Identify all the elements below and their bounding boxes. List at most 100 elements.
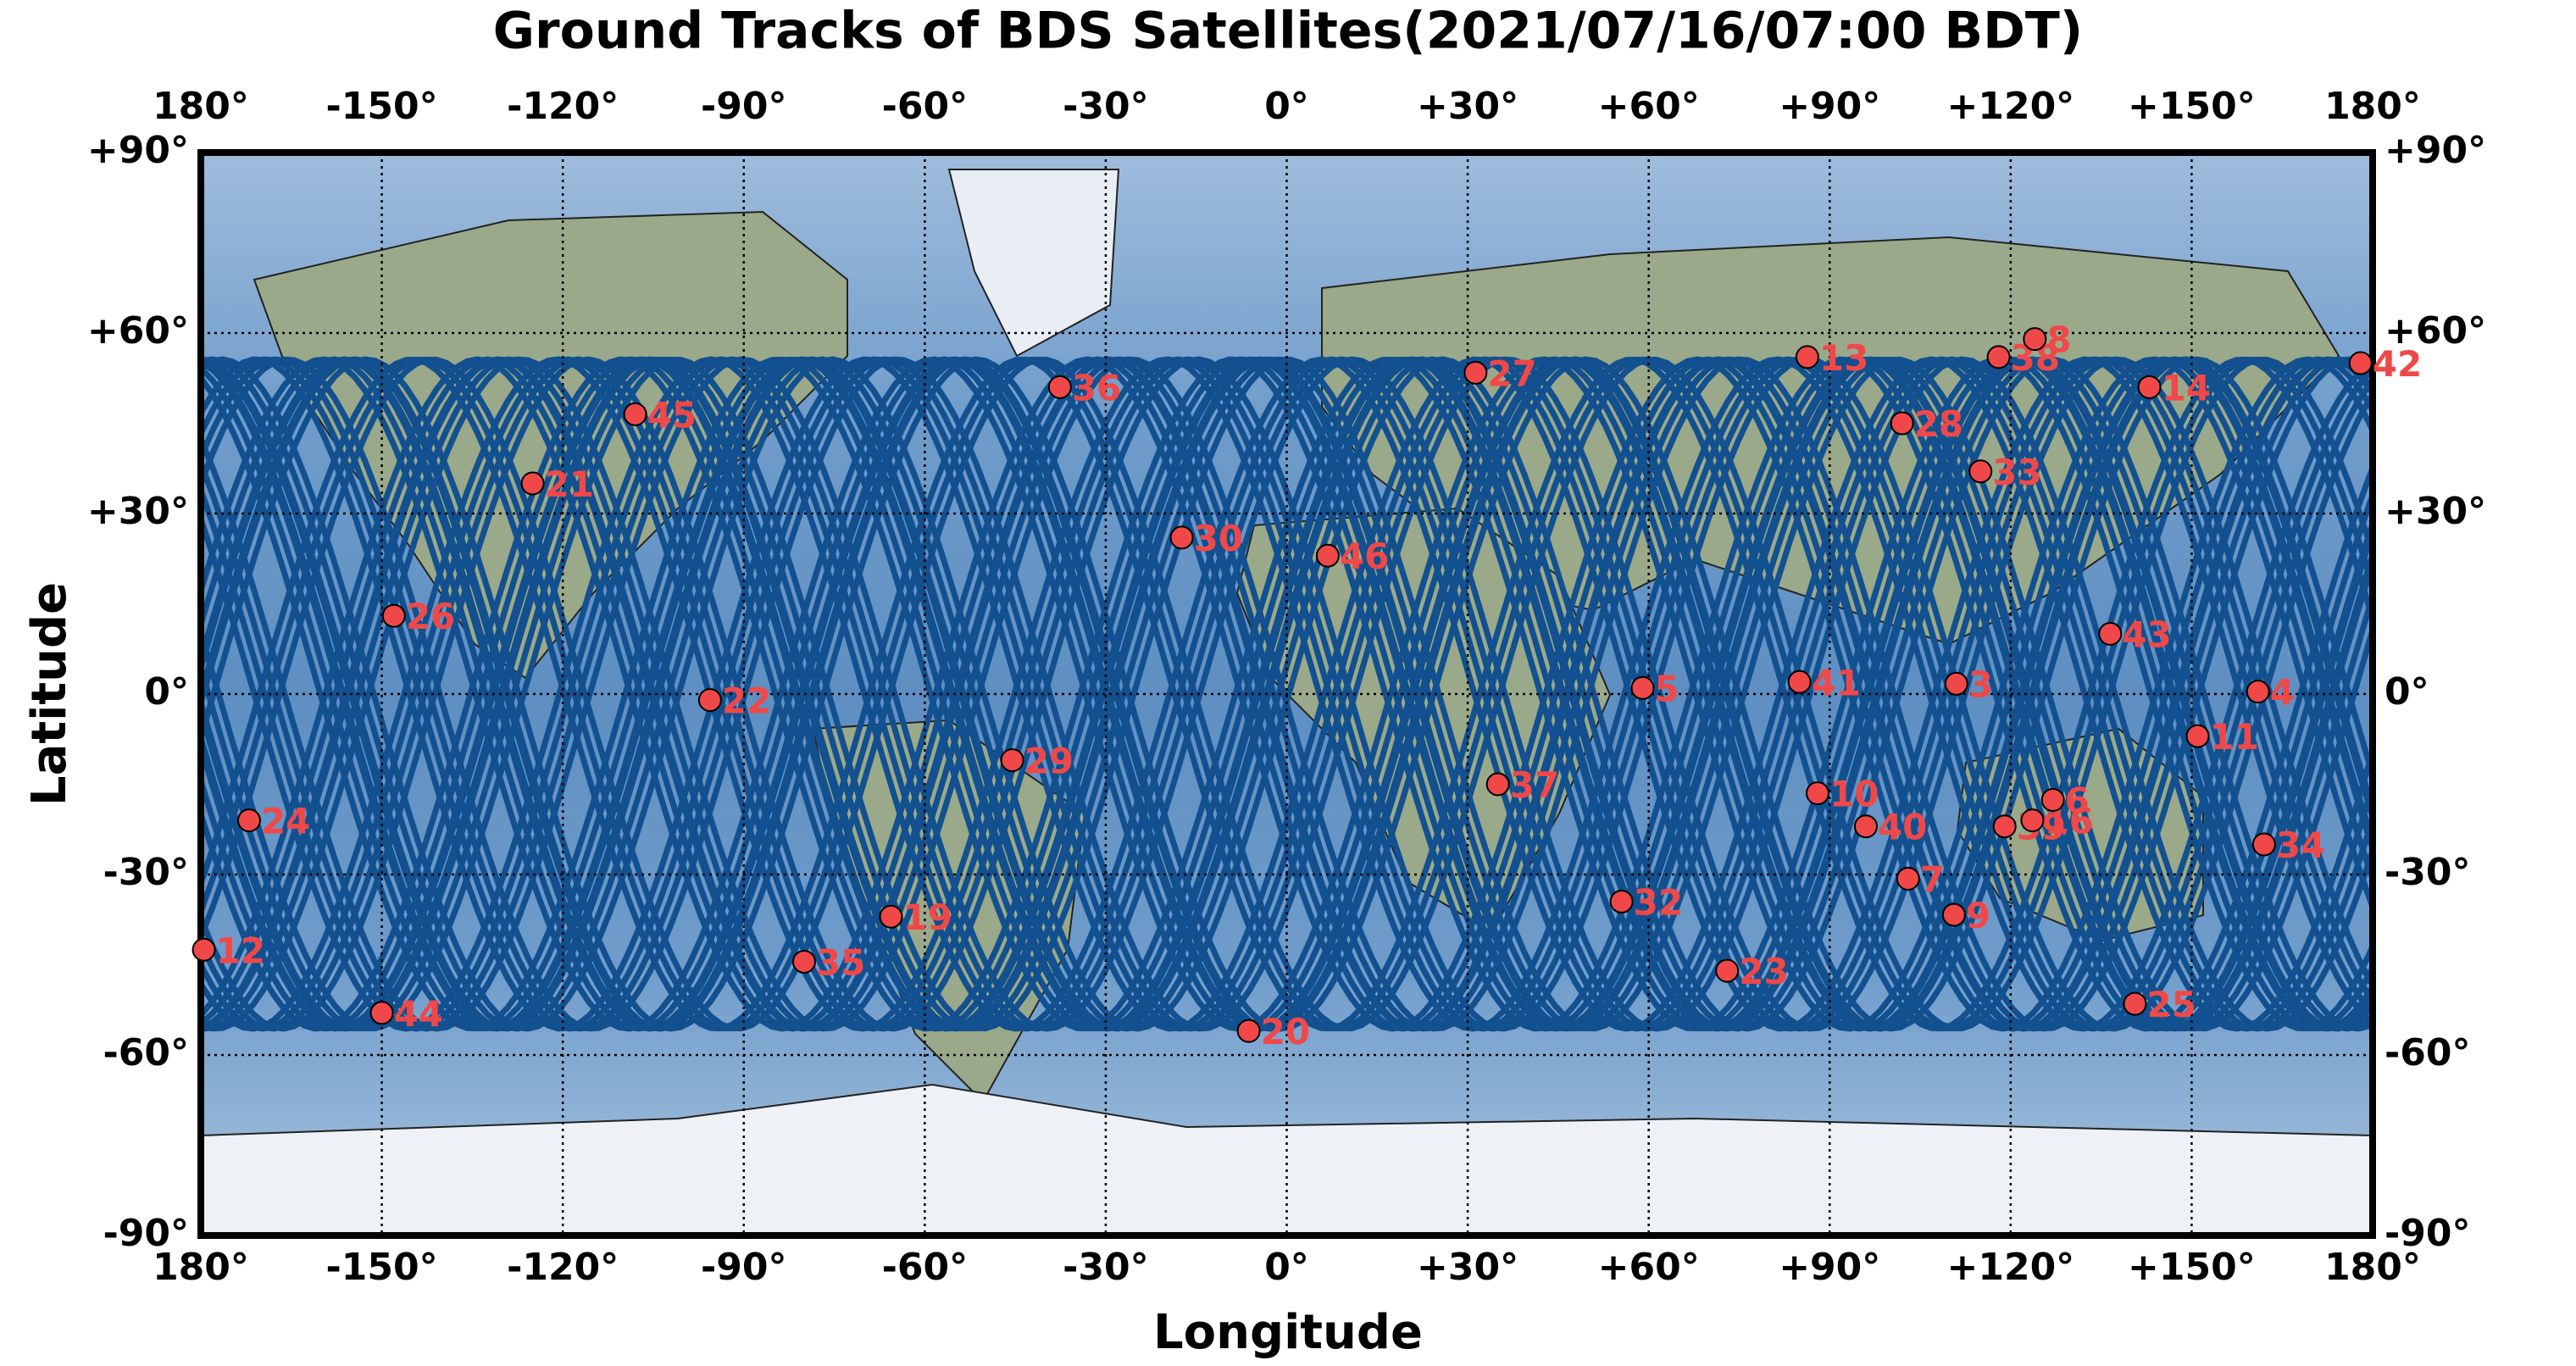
satellite-label: 11 xyxy=(2210,716,2259,758)
ground-track xyxy=(201,356,2373,1032)
satellite-label: 33 xyxy=(1992,452,2041,493)
x-tick-label: +150° xyxy=(2128,1246,2256,1289)
x-tick-label: 0° xyxy=(1264,1246,1309,1289)
ground-track xyxy=(201,356,2373,1032)
satellite-point xyxy=(1169,525,1194,550)
satellite-point xyxy=(1485,772,1510,797)
satellite-label: 45 xyxy=(647,394,697,436)
satellite-label: 24 xyxy=(261,801,310,842)
satellite-label: 36 xyxy=(1072,367,1121,408)
satellite-label: 10 xyxy=(1829,774,1879,815)
ground-track xyxy=(201,356,2373,1032)
ground-track xyxy=(201,356,2373,1032)
satellite-point xyxy=(1047,375,1072,399)
y-tick-label: +30° xyxy=(87,490,189,533)
satellite-point xyxy=(2137,375,2162,399)
x-tick-label: -150° xyxy=(326,1246,438,1289)
satellite-point xyxy=(1890,411,1914,436)
satellite-point xyxy=(1795,345,1819,369)
satellite-label: 40 xyxy=(1878,807,1927,848)
x-tick-label: +120° xyxy=(1946,1246,2074,1289)
satellite-label: 13 xyxy=(1819,337,1868,379)
ground-track xyxy=(201,356,2373,1032)
ground-track xyxy=(201,356,2373,1032)
satellite-label: 44 xyxy=(394,993,443,1035)
satellite-point xyxy=(1609,889,1634,913)
ground-track xyxy=(201,356,2373,1032)
x-tick-label: 180° xyxy=(153,1246,249,1289)
ground-tracks xyxy=(201,356,2373,1032)
satellite-label: 12 xyxy=(216,930,265,971)
x-tick-label-top: -30° xyxy=(1063,85,1149,128)
y-tick-label-right: +60° xyxy=(2384,309,2486,353)
x-tick-label: +60° xyxy=(1598,1246,1700,1289)
y-tick-label: +90° xyxy=(87,129,189,172)
ground-track xyxy=(201,356,2373,1032)
satellite-point xyxy=(192,937,216,962)
x-tick-label: 180° xyxy=(2324,1246,2421,1289)
satellite-label: 20 xyxy=(1261,1011,1310,1052)
satellite-point xyxy=(1896,866,1920,891)
x-tick-label-top: +60° xyxy=(1598,85,1700,128)
y-tick-label-right: -60° xyxy=(2384,1031,2471,1074)
ground-track xyxy=(201,356,2373,1032)
ground-track xyxy=(201,356,2373,1032)
x-tick-label: -60° xyxy=(882,1246,969,1289)
x-tick-label-top: +120° xyxy=(1946,85,2074,128)
satellite-label: 27 xyxy=(1487,353,1536,394)
satellite-label: 35 xyxy=(816,941,865,983)
ground-track xyxy=(201,356,2373,1032)
x-tick-label-top: 180° xyxy=(2324,85,2421,128)
satellite-label: 34 xyxy=(2276,825,2325,866)
satellite-label: 26 xyxy=(406,596,455,637)
ground-track xyxy=(201,356,2373,1032)
satellite-label: 32 xyxy=(1634,881,1683,923)
ground-track xyxy=(201,356,2373,1032)
chart-title: Ground Tracks of BDS Satellites(2021/07/… xyxy=(493,2,2083,61)
y-tick-label: +60° xyxy=(87,309,189,353)
ground-track xyxy=(201,356,2373,1032)
x-tick-label-top: +90° xyxy=(1779,85,1880,128)
satellite-label: 6 xyxy=(2065,780,2090,821)
satellite-label: 21 xyxy=(545,464,594,505)
x-tick-label: +90° xyxy=(1779,1246,1880,1289)
satellite-point xyxy=(879,904,903,929)
x-axis-label: Longitude xyxy=(1153,1305,1423,1360)
satellite-label: 41 xyxy=(1812,662,1861,703)
satellite-label: 37 xyxy=(1510,764,1559,806)
x-tick-label-top: +150° xyxy=(2128,85,2256,128)
satellite-point xyxy=(1463,360,1488,385)
satellite-point xyxy=(2023,327,2047,352)
satellite-point xyxy=(1806,781,1830,806)
ground-track xyxy=(201,356,2373,1032)
ground-track xyxy=(201,356,2373,1032)
satellite-point xyxy=(369,1001,394,1025)
satellite-point xyxy=(2348,351,2373,375)
satellite-point xyxy=(1992,814,2017,839)
x-tick-label-top: -120° xyxy=(507,85,619,128)
satellite-label: 25 xyxy=(2146,984,2196,1025)
x-tick-label-top: +30° xyxy=(1417,85,1518,128)
satellite-label: 9 xyxy=(1966,895,1990,936)
satellite-point xyxy=(2251,832,2276,857)
satellite-label: 3 xyxy=(1968,664,1993,705)
ground-track xyxy=(201,356,2373,1032)
satellite-point xyxy=(381,603,406,628)
satellite-point xyxy=(1986,345,2011,369)
satellite-point xyxy=(791,949,816,974)
x-tick-label-top: -150° xyxy=(326,85,438,128)
satellite-label: 29 xyxy=(1024,741,1074,782)
satellite-point xyxy=(2020,808,2045,833)
satellite-point xyxy=(1968,459,1993,484)
satellite-label: 8 xyxy=(2046,319,2071,361)
ground-track xyxy=(201,356,2373,1032)
x-tick-label-top: 0° xyxy=(1264,85,1309,128)
satellite-point xyxy=(1944,671,1968,696)
y-axis-label: Latitude xyxy=(22,582,77,806)
ground-track xyxy=(201,356,2373,1032)
satellite-point xyxy=(2185,724,2210,748)
y-tick-label: -60° xyxy=(103,1031,190,1074)
y-tick-label: 0° xyxy=(144,670,189,714)
satellite-label: 5 xyxy=(1655,668,1679,709)
satellite-label: 22 xyxy=(722,680,771,722)
